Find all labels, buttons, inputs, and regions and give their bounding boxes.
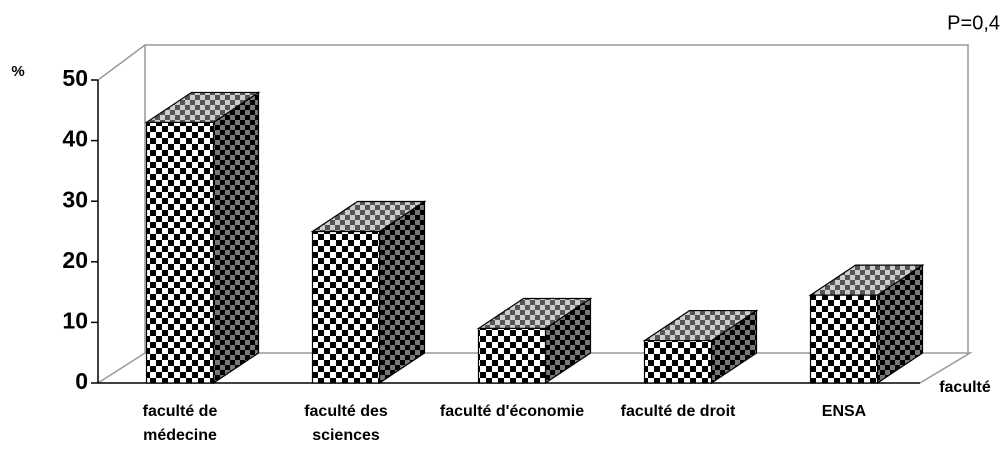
x-tick-label: faculté d'économie: [439, 403, 585, 420]
y-tick-label: 10: [62, 307, 88, 333]
y-axis-label: %: [11, 63, 24, 80]
bar: [476, 297, 593, 385]
y-tick-label: 20: [62, 247, 88, 273]
bar-front: [311, 230, 381, 384]
bar-front: [809, 294, 879, 384]
bar: [310, 200, 427, 385]
annotation: P=0,4: [947, 12, 1000, 34]
x-tick-label: ENSA: [821, 403, 867, 420]
x-tick-label: faculté de médecine: [142, 403, 218, 444]
bar-side: [212, 91, 260, 385]
bar-front: [477, 327, 547, 384]
x-tick-label: faculté de droit: [620, 403, 736, 420]
bar: [808, 264, 925, 385]
bar: [642, 309, 759, 385]
bar-front: [145, 121, 215, 384]
x-axis-label: faculté: [939, 379, 991, 396]
x-tick-label: faculté des sciences: [304, 403, 388, 444]
y-tick-label: 30: [62, 186, 88, 212]
y-tick-label: 0: [75, 368, 88, 394]
y-tick-label: 50: [62, 65, 88, 91]
bar-front: [643, 339, 713, 384]
bar: [144, 91, 261, 385]
y-tick-label: 40: [62, 126, 88, 152]
bar-side: [378, 200, 426, 385]
